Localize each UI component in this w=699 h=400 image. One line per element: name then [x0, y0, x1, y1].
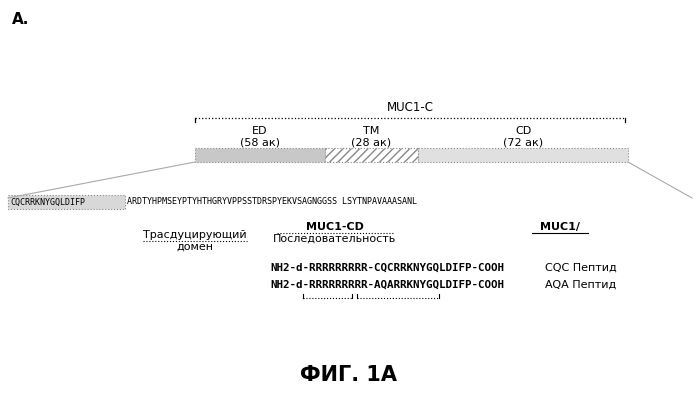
Text: MUC1/: MUC1/ — [540, 222, 580, 232]
Text: CQCRRKNYGQLDIFP: CQCRRKNYGQLDIFP — [10, 198, 85, 206]
Text: TM
(28 ак): TM (28 ак) — [352, 126, 391, 148]
Text: Трасдуцирующий: Трасдуцирующий — [143, 230, 247, 240]
Bar — [325, 148, 418, 162]
Text: MUC1-CD: MUC1-CD — [306, 222, 364, 232]
Text: NH2-d-RRRRRRRRR-AQARRKNYGQLDIFP-COOH: NH2-d-RRRRRRRRR-AQARRKNYGQLDIFP-COOH — [270, 280, 504, 290]
Bar — [8, 195, 125, 209]
Text: ED
(58 ак): ED (58 ак) — [240, 126, 280, 148]
Text: CD
(72 ак): CD (72 ак) — [503, 126, 543, 148]
Text: домен: домен — [177, 242, 213, 252]
Text: ARDTYHPMSEYPTYHTHGRYVPPSSTDRSPYEKVSAGNGGSS LSYTNPAVAAASANL: ARDTYHPMSEYPTYHTHGRYVPPSSTDRSPYEKVSAGNGG… — [127, 198, 417, 206]
Text: NH2-d-RRRRRRRRR-CQCRRKNYGQLDIFP-COOH: NH2-d-RRRRRRRRR-CQCRRKNYGQLDIFP-COOH — [270, 263, 504, 273]
Bar — [418, 148, 628, 162]
Text: MUC1-C: MUC1-C — [387, 101, 433, 114]
Text: CQC Пептид: CQC Пептид — [545, 263, 617, 273]
Bar — [195, 148, 325, 162]
Text: ФИГ. 1А: ФИГ. 1А — [301, 365, 398, 385]
Text: А.: А. — [12, 12, 29, 27]
Text: Последовательность: Последовательность — [273, 234, 396, 244]
Text: AQA Пептид: AQA Пептид — [545, 280, 617, 290]
